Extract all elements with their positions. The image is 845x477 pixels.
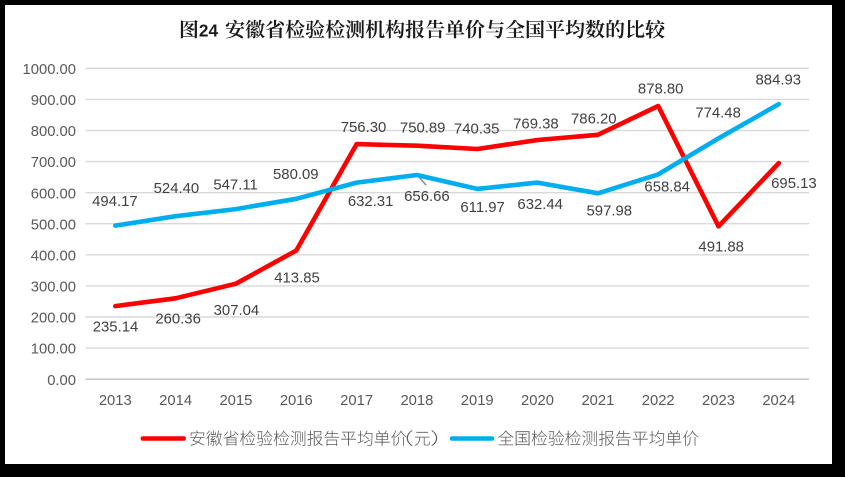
svg-text:597.98: 597.98 bbox=[587, 204, 633, 220]
svg-text:2016: 2016 bbox=[280, 393, 313, 409]
svg-text:2020: 2020 bbox=[521, 393, 554, 409]
svg-text:100.00: 100.00 bbox=[31, 342, 76, 358]
svg-text:786.20: 786.20 bbox=[571, 112, 617, 128]
svg-text:700.00: 700.00 bbox=[31, 155, 76, 171]
svg-text:500.00: 500.00 bbox=[31, 217, 76, 233]
svg-text:2018: 2018 bbox=[400, 393, 433, 409]
svg-text:580.09: 580.09 bbox=[273, 167, 319, 183]
svg-text:235.14: 235.14 bbox=[93, 320, 139, 336]
svg-text:413.85: 413.85 bbox=[274, 271, 320, 287]
svg-text:260.36: 260.36 bbox=[155, 311, 201, 327]
svg-text:658.84: 658.84 bbox=[644, 179, 690, 195]
svg-text:632.31: 632.31 bbox=[348, 194, 394, 210]
svg-text:878.80: 878.80 bbox=[638, 82, 684, 98]
svg-text:656.66: 656.66 bbox=[404, 189, 450, 205]
svg-text:740.35: 740.35 bbox=[454, 122, 500, 138]
svg-text:400.00: 400.00 bbox=[31, 248, 76, 264]
svg-text:800.00: 800.00 bbox=[31, 124, 76, 140]
svg-text:24: 24 bbox=[199, 21, 219, 41]
svg-text:524.40: 524.40 bbox=[154, 181, 200, 197]
svg-text:1000.00: 1000.00 bbox=[23, 62, 77, 78]
svg-text:200.00: 200.00 bbox=[31, 311, 76, 327]
svg-text:884.93: 884.93 bbox=[756, 73, 802, 89]
svg-text:2014: 2014 bbox=[159, 393, 192, 409]
svg-text:2019: 2019 bbox=[461, 393, 494, 409]
svg-text:0.00: 0.00 bbox=[47, 373, 76, 389]
svg-text:750.89: 750.89 bbox=[400, 120, 446, 136]
svg-text:300.00: 300.00 bbox=[31, 280, 76, 296]
svg-text:611.97: 611.97 bbox=[460, 200, 504, 216]
svg-text:307.04: 307.04 bbox=[214, 303, 260, 319]
svg-text:494.17: 494.17 bbox=[92, 194, 138, 210]
svg-text:2013: 2013 bbox=[99, 393, 132, 409]
svg-text:774.48: 774.48 bbox=[695, 105, 741, 121]
svg-text:900.00: 900.00 bbox=[31, 93, 76, 109]
svg-text:547.11: 547.11 bbox=[213, 178, 257, 194]
svg-text:756.30: 756.30 bbox=[341, 120, 387, 136]
svg-text:2017: 2017 bbox=[340, 393, 373, 409]
svg-text:2024: 2024 bbox=[762, 393, 795, 409]
svg-text:769.38: 769.38 bbox=[513, 116, 559, 132]
svg-text:695.13: 695.13 bbox=[771, 176, 817, 192]
svg-text:2021: 2021 bbox=[581, 393, 614, 409]
svg-text:2023: 2023 bbox=[702, 393, 735, 409]
svg-text:2022: 2022 bbox=[642, 393, 675, 409]
svg-text:632.44: 632.44 bbox=[517, 197, 563, 213]
svg-text:600.00: 600.00 bbox=[31, 186, 76, 202]
svg-text:2015: 2015 bbox=[219, 393, 252, 409]
svg-text:491.88: 491.88 bbox=[698, 239, 744, 255]
